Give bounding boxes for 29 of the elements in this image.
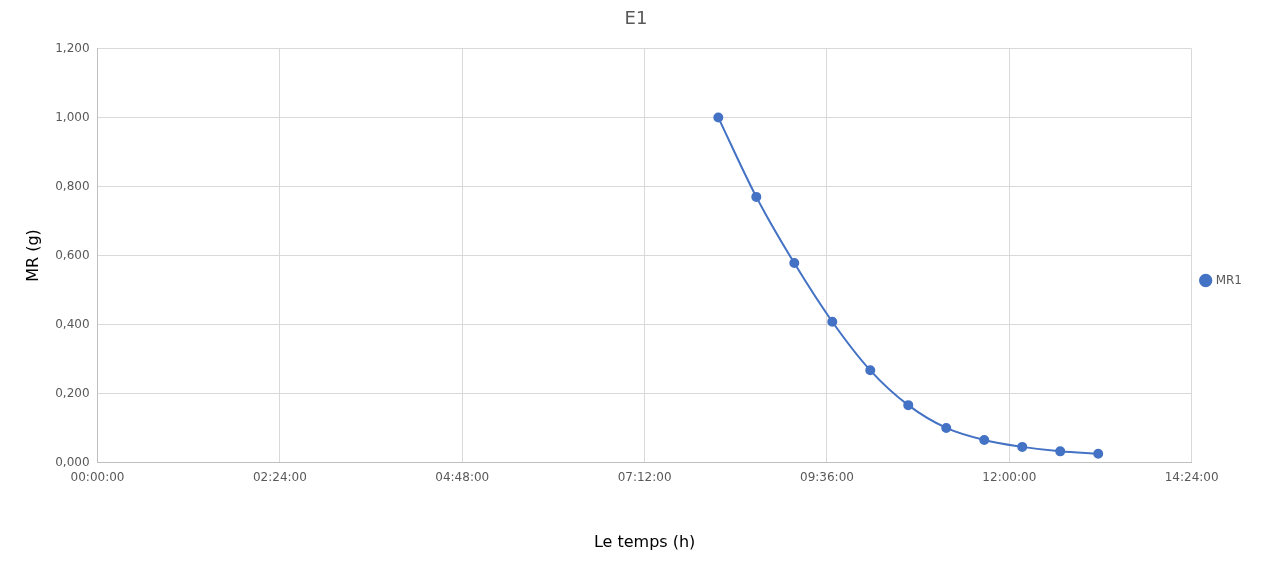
- y-tick-label: 0,200: [55, 385, 90, 400]
- x-tick-label: 04:48:00: [435, 469, 490, 484]
- x-axis-title: Le temps (h): [593, 531, 696, 551]
- x-tick-label: 14:24:00: [1164, 469, 1219, 484]
- point: [903, 400, 914, 411]
- y-tick-label: 0,600: [55, 247, 90, 262]
- point: [789, 258, 800, 269]
- legend-label: MR1: [1215, 272, 1242, 287]
- point: [827, 316, 838, 327]
- x-tick-label: 07:12:00: [617, 469, 672, 484]
- point: [1017, 441, 1028, 452]
- point: [751, 191, 762, 202]
- point: [713, 112, 724, 123]
- point: [941, 422, 952, 433]
- x-tick-label: 09:36:00: [800, 469, 854, 484]
- y-tick-label: 1,000: [55, 109, 90, 124]
- point: [865, 365, 876, 376]
- x-tick-label: 12:00:00: [982, 469, 1037, 484]
- point: [979, 434, 990, 445]
- x-tick-label: 00:00:00: [70, 469, 125, 484]
- chart-title: E1: [624, 7, 648, 29]
- y-tick-label: 0,000: [55, 454, 90, 469]
- y-tick-label: 0,400: [55, 316, 90, 331]
- x-tick-label: 02:24:00: [252, 469, 307, 484]
- point: [1055, 446, 1066, 457]
- y-tick-label: 0,800: [55, 178, 90, 193]
- y-tick-label: 1,200: [55, 40, 90, 55]
- point: [1093, 448, 1104, 459]
- y-axis-title: MR (g): [22, 229, 42, 282]
